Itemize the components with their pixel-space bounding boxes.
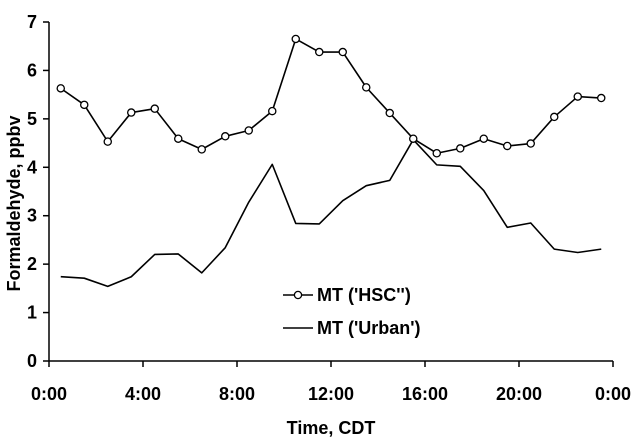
data-point-hsc — [220, 132, 230, 141]
data-point-hsc — [127, 108, 136, 117]
legend-label-hsc: MT ('HSC'') — [317, 285, 411, 305]
y-tick-label: 2 — [27, 254, 37, 274]
y-axis-title: Formaldehyde, ppbv — [4, 115, 24, 291]
data-point-hsc — [338, 47, 347, 57]
series-line-hsc — [60, 38, 602, 155]
y-tick-label: 6 — [27, 60, 37, 80]
legend-label-urban: MT ('Urban') — [317, 318, 421, 338]
x-axis-title: Time, CDT — [287, 418, 376, 438]
data-point-hsc — [408, 134, 418, 143]
legend-marker-hsc — [293, 290, 303, 300]
data-point-hsc — [526, 139, 536, 148]
data-point-hsc — [479, 134, 488, 143]
y-tick-label: 7 — [27, 12, 37, 32]
data-point-hsc — [291, 34, 300, 44]
data-point-hsc — [173, 134, 183, 143]
y-tick-label: 3 — [27, 206, 37, 226]
data-point-hsc — [244, 126, 253, 135]
data-point-hsc — [80, 100, 89, 110]
y-tick-label: 4 — [27, 157, 37, 177]
x-tick-label: 0:00 — [595, 384, 631, 404]
y-tick-label: 0 — [27, 351, 37, 371]
series-layer — [56, 34, 606, 288]
axes — [48, 22, 613, 362]
data-point-hsc — [197, 145, 206, 154]
data-point-hsc — [150, 104, 159, 113]
y-tick-label: 1 — [27, 303, 37, 323]
data-point-hsc — [314, 47, 324, 57]
y-tick-label: 5 — [27, 109, 37, 129]
data-point-hsc — [267, 106, 277, 116]
x-tick-label: 4:00 — [125, 384, 161, 404]
x-tick-label: 16:00 — [402, 384, 448, 404]
data-point-hsc — [502, 141, 512, 151]
x-ticks: 0:00 4:00 8:00 12:00 16:00 20:00 0:00 — [31, 361, 631, 404]
data-point-hsc — [550, 112, 559, 122]
data-point-hsc — [103, 137, 113, 146]
x-tick-label: 12:00 — [308, 384, 354, 404]
data-point-hsc — [597, 93, 606, 103]
x-tick-label: 0:00 — [31, 384, 67, 404]
y-ticks: 0 1 2 3 4 5 6 7 — [27, 12, 49, 371]
series-line-urban — [60, 138, 602, 288]
data-point-hsc — [573, 92, 583, 101]
data-point-hsc — [432, 148, 441, 158]
data-point-hsc — [361, 83, 371, 92]
legend: MT ('HSC'') MT ('Urban') — [283, 285, 421, 338]
x-tick-label: 8:00 — [219, 384, 255, 404]
x-tick-label: 20:00 — [496, 384, 542, 404]
data-point-hsc — [56, 84, 66, 93]
data-point-hsc — [385, 108, 394, 118]
data-point-hsc — [455, 144, 465, 153]
